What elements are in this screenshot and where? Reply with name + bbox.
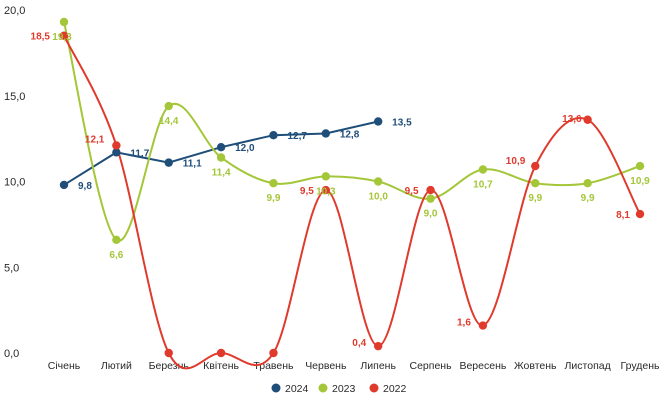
x-tick-label: Листопад bbox=[565, 360, 611, 372]
x-axis: Січень Лютий Березнь Квітень Травень Червень Л… bbox=[48, 360, 660, 372]
data-point-2022 bbox=[112, 141, 121, 150]
data-point-2022 bbox=[635, 209, 645, 219]
legend-label-2023: 2023 bbox=[332, 383, 356, 395]
x-tick-label: Вересень bbox=[459, 360, 506, 372]
legend-label-2024: 2024 bbox=[285, 383, 309, 395]
data-point-2024 bbox=[216, 143, 226, 152]
data-label-2022: 9,5 bbox=[300, 186, 314, 197]
data-point-2023 bbox=[635, 161, 645, 171]
y-axis: 0,0 5,0 10,0 15,0 20,0 bbox=[4, 5, 25, 360]
data-label-2023: 10,3 bbox=[316, 186, 336, 197]
legend-marker-2024 bbox=[271, 383, 281, 393]
legend-marker-2022 bbox=[369, 383, 379, 393]
data-point-2024 bbox=[269, 130, 278, 140]
data-point-2024 bbox=[112, 148, 121, 157]
data-point-2023 bbox=[269, 179, 278, 188]
data-label-2023: 11,4 bbox=[212, 167, 231, 178]
legend: 2024 2023 2022 bbox=[271, 383, 407, 395]
series-points bbox=[59, 17, 645, 358]
data-point-2023 bbox=[112, 235, 121, 245]
series-lines bbox=[63, 21, 641, 370]
data-point-2024 bbox=[321, 129, 331, 138]
data-point-2022 bbox=[583, 115, 592, 124]
data-point-2023 bbox=[531, 179, 540, 188]
data-label-2023: 14,4 bbox=[159, 116, 179, 127]
data-label-2024: 12,0 bbox=[235, 143, 255, 154]
data-point-2023 bbox=[164, 101, 173, 111]
data-point-2023 bbox=[373, 177, 383, 186]
data-point-2023 bbox=[321, 172, 331, 181]
data-label-2023: 9,9 bbox=[581, 193, 595, 204]
data-label-2023: 9,9 bbox=[528, 193, 542, 204]
legend-marker-2023 bbox=[318, 383, 328, 393]
data-point-2023 bbox=[583, 179, 592, 188]
data-point-2022 bbox=[59, 31, 69, 40]
legend-label-2022: 2022 bbox=[383, 383, 407, 395]
data-label-2022: 13,6 bbox=[562, 114, 582, 125]
x-tick-label: Лютий bbox=[101, 360, 132, 372]
data-label-2024: 9,8 bbox=[78, 181, 92, 192]
data-label-2022: 1,6 bbox=[457, 318, 471, 329]
data-label-2022: 12,1 bbox=[85, 134, 105, 145]
x-tick-label: Жовтень bbox=[514, 360, 557, 372]
data-label-2022: 0,4 bbox=[352, 338, 366, 349]
data-point-2024 bbox=[59, 180, 69, 190]
x-tick-label: Травень bbox=[253, 360, 294, 372]
x-tick-label: Серпень bbox=[410, 360, 453, 372]
data-point-2023 bbox=[59, 17, 69, 27]
data-label-2023: 9,0 bbox=[424, 209, 438, 220]
data-label-2023: 6,6 bbox=[109, 250, 123, 261]
y-tick-label: 10,0 bbox=[4, 177, 25, 189]
y-tick-label: 5,0 bbox=[4, 262, 19, 274]
data-point-2024 bbox=[164, 158, 173, 167]
x-tick-label: Грудень bbox=[621, 360, 660, 372]
data-point-2023 bbox=[426, 194, 435, 203]
data-point-2022 bbox=[373, 341, 383, 351]
data-point-2022 bbox=[164, 348, 173, 358]
data-label-2024: 11,1 bbox=[183, 159, 202, 170]
data-point-2022 bbox=[321, 185, 331, 195]
data-label-2022: 9,5 bbox=[405, 186, 419, 197]
data-label-2023: 10,9 bbox=[630, 176, 650, 187]
data-point-2022 bbox=[478, 321, 488, 330]
data-label-2023: 9,9 bbox=[267, 193, 281, 204]
x-tick-label: Липень bbox=[360, 360, 396, 372]
data-point-2022 bbox=[426, 185, 435, 195]
data-label-2023: 10,7 bbox=[473, 179, 493, 190]
data-label-2024: 13,5 bbox=[392, 117, 412, 128]
y-tick-label: 20,0 bbox=[4, 5, 25, 17]
x-tick-label: Березнь bbox=[149, 360, 190, 372]
data-labels: 9,8 11,7 11,1 12,0 12,7 12,8 13,5 19,3 6,6 14,4 11… bbox=[31, 32, 651, 349]
data-label-2022: 18,5 bbox=[31, 32, 51, 43]
data-point-2024 bbox=[373, 117, 383, 126]
data-label-2022: 10,9 bbox=[506, 156, 526, 167]
series-line-2022 bbox=[63, 35, 641, 370]
x-tick-label: Квітень bbox=[203, 360, 239, 372]
data-label-2022: 8,1 bbox=[616, 210, 630, 221]
data-label-2024: 12,7 bbox=[287, 131, 307, 142]
x-tick-label: Червень bbox=[305, 360, 347, 372]
y-tick-label: 0,0 bbox=[4, 348, 19, 360]
data-label-2024: 11,7 bbox=[130, 148, 149, 159]
data-point-2022 bbox=[269, 348, 278, 358]
x-tick-label: Січень bbox=[48, 360, 81, 372]
data-label-2023: 10,0 bbox=[368, 192, 388, 203]
data-label-2024: 12,8 bbox=[340, 129, 360, 140]
data-point-2022 bbox=[216, 348, 226, 358]
data-point-2022 bbox=[531, 161, 540, 171]
data-point-2023 bbox=[216, 153, 226, 162]
y-tick-label: 15,0 bbox=[4, 91, 25, 103]
data-point-2023 bbox=[478, 165, 488, 174]
data-label-2023: 19,3 bbox=[52, 32, 72, 43]
